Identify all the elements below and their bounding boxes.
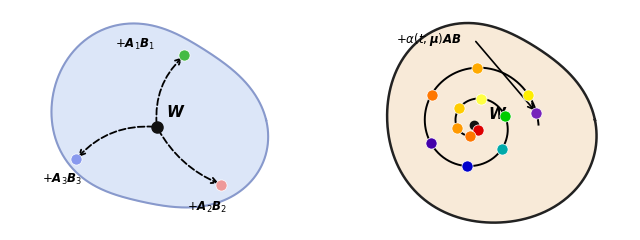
Text: $+\boldsymbol{A}_2\boldsymbol{B}_2$: $+\boldsymbol{A}_2\boldsymbol{B}_2$ [187,200,227,215]
Text: $+\boldsymbol{A}_1\boldsymbol{B}_1$: $+\boldsymbol{A}_1\boldsymbol{B}_1$ [115,36,156,52]
Text: $+\boldsymbol{A}_3\boldsymbol{B}_3$: $+\boldsymbol{A}_3\boldsymbol{B}_3$ [42,172,82,187]
Polygon shape [387,23,596,223]
Text: $+\alpha(t;\boldsymbol{\mu})\boldsymbol{AB}$: $+\alpha(t;\boldsymbol{\mu})\boldsymbol{… [396,31,461,48]
Text: $\boldsymbol{W}$: $\boldsymbol{W}$ [166,104,186,120]
Polygon shape [51,24,268,207]
Text: $\boldsymbol{W}$: $\boldsymbol{W}$ [488,106,508,122]
